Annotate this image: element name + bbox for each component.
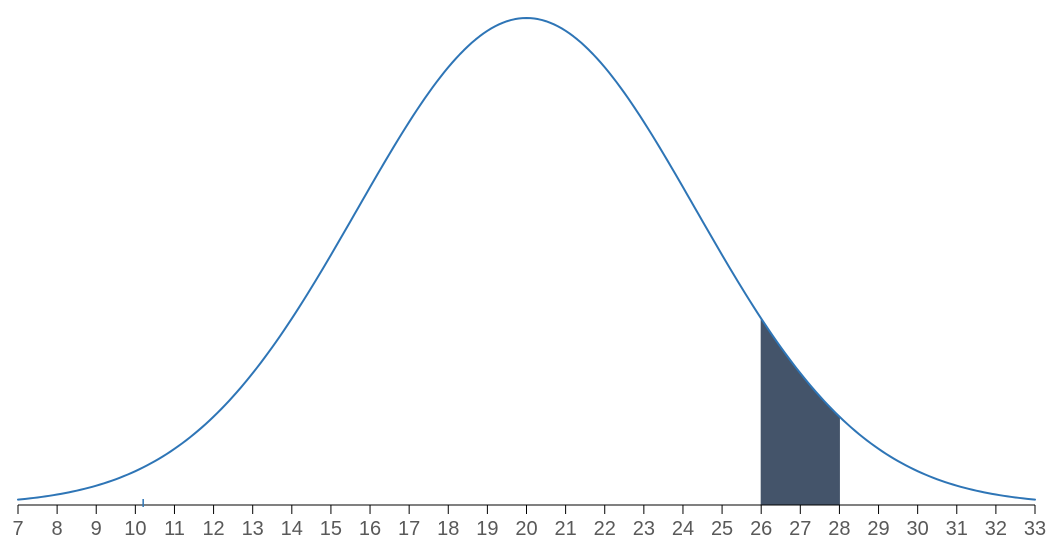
x-tick-label: 31 (946, 518, 968, 540)
chart-background (0, 0, 1050, 553)
x-tick-label: 22 (594, 518, 616, 540)
x-tick-label: 29 (867, 518, 889, 540)
chart-svg: 7 8 9 10 11 12 13 14 15 16 17 18 19 20 21 22 23 24 25 26 27 2… (0, 0, 1050, 553)
x-tick-label: 18 (437, 518, 459, 540)
x-tick-label: 26 (750, 518, 772, 540)
x-tick-label: 33 (1024, 518, 1046, 540)
x-tick-label: 30 (907, 518, 929, 540)
x-tick-label: 23 (633, 518, 655, 540)
x-tick-label: 13 (242, 518, 264, 540)
x-tick-label: 21 (554, 518, 576, 540)
x-tick-label: 15 (320, 518, 342, 540)
x-tick-label: 19 (476, 518, 498, 540)
normal-distribution-chart: 7 8 9 10 11 12 13 14 15 16 17 18 19 20 21 22 23 24 25 26 27 2… (0, 0, 1050, 553)
x-tick-label: 25 (711, 518, 733, 540)
x-tick-label: 11 (164, 518, 185, 540)
x-tick-label: 32 (985, 518, 1007, 540)
x-tick-label: 10 (124, 518, 146, 540)
x-tick-label: 20 (515, 518, 537, 540)
x-tick-label: 28 (828, 518, 850, 540)
x-tick-label: 8 (52, 518, 63, 540)
x-tick-label: 16 (359, 518, 381, 540)
x-tick-label: 12 (202, 518, 224, 540)
x-tick-label: 14 (281, 518, 303, 540)
x-tick-label: 7 (12, 518, 23, 540)
x-tick-label: 9 (91, 518, 102, 540)
x-tick-label: 24 (672, 518, 694, 540)
x-tick-label: 17 (398, 518, 420, 540)
x-tick-label: 27 (789, 518, 811, 540)
